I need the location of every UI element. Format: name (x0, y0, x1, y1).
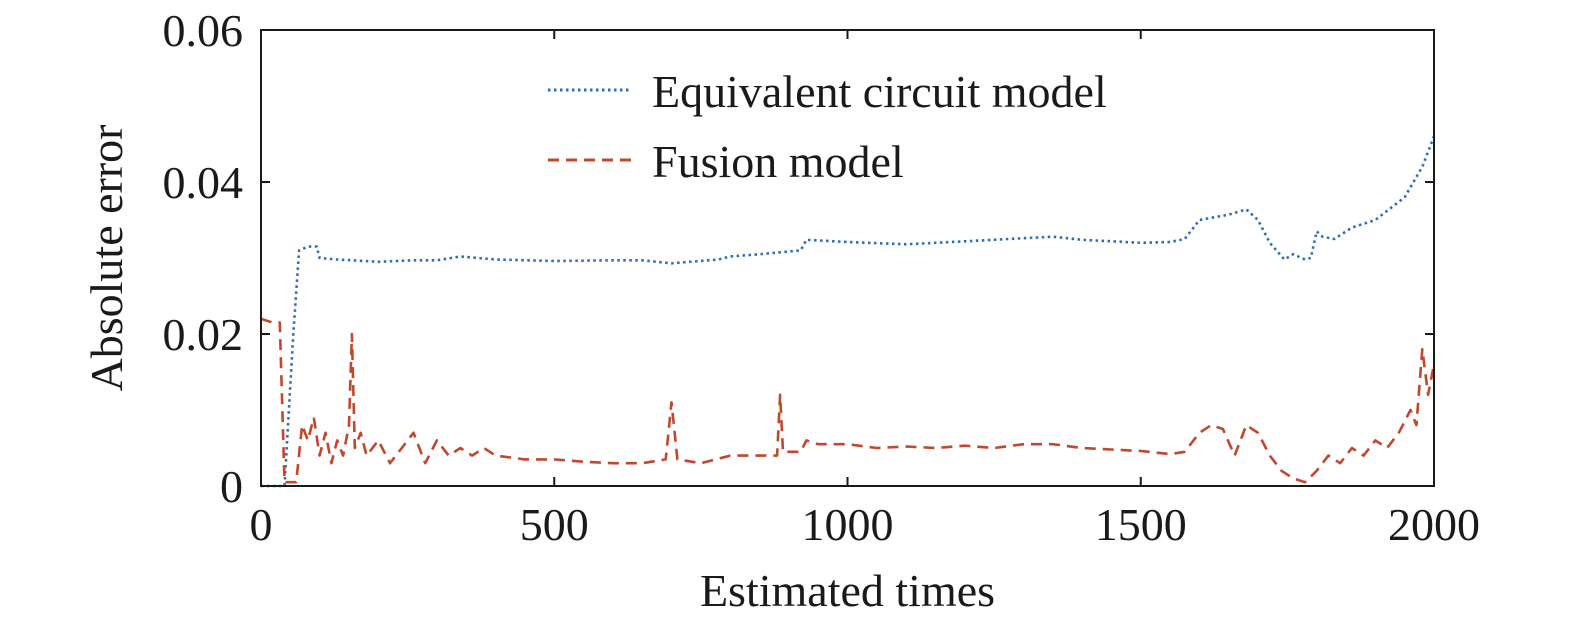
legend-label: Equivalent circuit model (652, 66, 1107, 117)
x-tick-label: 500 (520, 499, 589, 550)
x-axis-title: Estimated times (700, 565, 995, 616)
series-line-fusion-model (260, 317, 1436, 484)
series-line-equivalent-circuit-model (261, 135, 1436, 488)
x-tick-label: 1500 (1095, 499, 1187, 550)
y-tick-label: 0.04 (163, 157, 244, 208)
series-layer (260, 135, 1436, 488)
x-tick-label: 1000 (802, 499, 894, 550)
ticks-layer: 0 500 1000 1500 2000 0 0.02 0.04 0.06 (163, 5, 1481, 550)
legend-label: Fusion model (652, 136, 904, 187)
x-tick-label: 2000 (1388, 499, 1480, 550)
legend: Equivalent circuit model Fusion model (548, 66, 1107, 187)
y-tick-label: 0 (220, 461, 243, 512)
x-tick-label: 0 (250, 499, 273, 550)
y-tick-label: 0.02 (163, 309, 244, 360)
y-tick-label: 0.06 (163, 5, 244, 56)
y-axis-title: Absolute error (81, 125, 132, 392)
